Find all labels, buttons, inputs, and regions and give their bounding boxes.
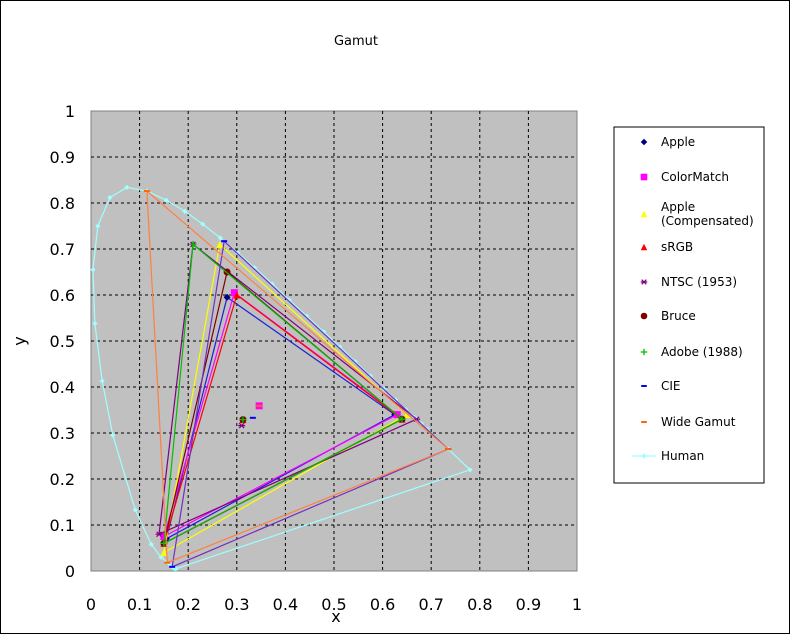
primary-point: [398, 415, 406, 423]
legend-label: ColorMatch: [661, 170, 729, 184]
legend-label-line: (Compensated): [661, 214, 754, 228]
y-axis-label: y: [10, 336, 29, 345]
human-locus-point: [252, 265, 258, 271]
human-locus-point: [148, 541, 154, 547]
y-tick-label: 0.4: [50, 378, 75, 397]
y-tick-label: 0: [65, 562, 75, 581]
primary-point: [189, 240, 197, 248]
legend-marker: [641, 453, 647, 459]
human-locus-point: [132, 507, 138, 513]
x-axis-ticks: 0 0.1 0.2 0.3 0.4 0.5 0.6 0.7 0.8 0.9 1: [86, 595, 582, 614]
series-wide-gamut: [143, 189, 452, 564]
primary-point: [155, 531, 163, 538]
legend-marker: [640, 312, 648, 320]
primary-point: [403, 411, 411, 419]
y-tick-label: 0.1: [50, 516, 75, 535]
human-locus-point: [367, 373, 374, 379]
legend-label: Apple (Compensated): [661, 200, 754, 228]
legend-label: Adobe (1988): [661, 345, 743, 359]
legend-label: sRGB: [661, 240, 693, 254]
legend-label: CIE: [661, 379, 681, 393]
human-locus-point: [95, 223, 101, 229]
legend-label: NTSC (1953): [661, 275, 737, 289]
y-tick-label: 0.5: [50, 332, 75, 351]
legend-label: Apple: [661, 135, 695, 149]
human-locus-point: [217, 235, 223, 241]
primary-point: [160, 533, 168, 540]
x-tick-label: 0.2: [175, 595, 200, 614]
human-locus-point: [110, 432, 116, 438]
y-tick-label: 0.7: [50, 240, 75, 259]
human-locus-point: [200, 221, 206, 227]
human-locus-point: [171, 566, 178, 572]
gamut-triangle: [171, 239, 450, 568]
human-locus-point: [92, 320, 98, 327]
human-locus-point: [158, 554, 164, 560]
x-axis-label: x: [331, 607, 340, 626]
human-locus-point: [107, 194, 113, 201]
legend-label: Bruce: [661, 309, 696, 323]
human-locus-point: [337, 344, 343, 350]
human-locus-point: [124, 184, 130, 190]
gamut-triangle: [146, 189, 450, 564]
y-tick-label: 0.8: [50, 194, 75, 213]
series-adobe-1988: [160, 240, 406, 547]
legend-marker: [640, 173, 648, 181]
x-tick-label: 1: [572, 595, 582, 614]
legend-label: Human: [661, 449, 704, 463]
gamut-triangle: [163, 243, 408, 554]
human-locus-point: [182, 208, 188, 214]
human-locus-point: [467, 467, 473, 473]
legend-marker: [640, 210, 648, 218]
legend-marker: [640, 243, 648, 251]
gamut-triangle: [158, 243, 418, 536]
human-locus-point: [90, 267, 96, 273]
x-tick-label: 0.7: [418, 595, 443, 614]
x-tick-label: 0.9: [516, 595, 541, 614]
legend-marker: [640, 138, 648, 146]
gamut-triangle: [163, 243, 404, 545]
human-locus-point: [286, 297, 292, 303]
x-tick-label: 0.6: [370, 595, 395, 614]
y-tick-label: 0.6: [50, 286, 75, 305]
human-locus-point: [352, 359, 358, 365]
primary-point: [216, 240, 224, 248]
series-layer: [90, 184, 473, 572]
x-tick-label: 0.4: [273, 595, 298, 614]
primary-point: [233, 291, 241, 299]
y-tick-label: 1: [65, 102, 75, 121]
human-locus-point: [163, 197, 169, 203]
gamut-triangle: [165, 296, 396, 540]
human-locus-point: [269, 281, 275, 287]
primary-point: [230, 289, 238, 297]
legend-marker: [640, 279, 648, 285]
human-locus-point: [235, 250, 241, 256]
y-tick-label: 0.3: [50, 424, 75, 443]
white-point: [239, 416, 247, 424]
y-axis-ticks: 0 0.1 0.2 0.3 0.4 0.5 0.6 0.7 0.8 0.9 1: [50, 102, 75, 581]
x-tick-label: 0: [86, 595, 96, 614]
primary-point: [160, 549, 168, 557]
primary-point: [223, 293, 231, 301]
legend-label: Wide Gamut: [661, 415, 736, 429]
x-tick-label: 0.3: [224, 595, 249, 614]
x-tick-label: 0.1: [127, 595, 152, 614]
legend: [613, 126, 765, 484]
chart-title: Gamut: [334, 34, 378, 49]
x-tick-label: 0.8: [467, 595, 492, 614]
legend-label-line: Apple: [661, 200, 695, 214]
y-tick-label: 0.2: [50, 470, 75, 489]
legend-marker: [640, 348, 648, 356]
white-point: [238, 422, 246, 429]
x-tick-label: 0.5: [321, 595, 346, 614]
human-locus-point: [99, 378, 105, 384]
y-tick-label: 0.9: [50, 148, 75, 167]
